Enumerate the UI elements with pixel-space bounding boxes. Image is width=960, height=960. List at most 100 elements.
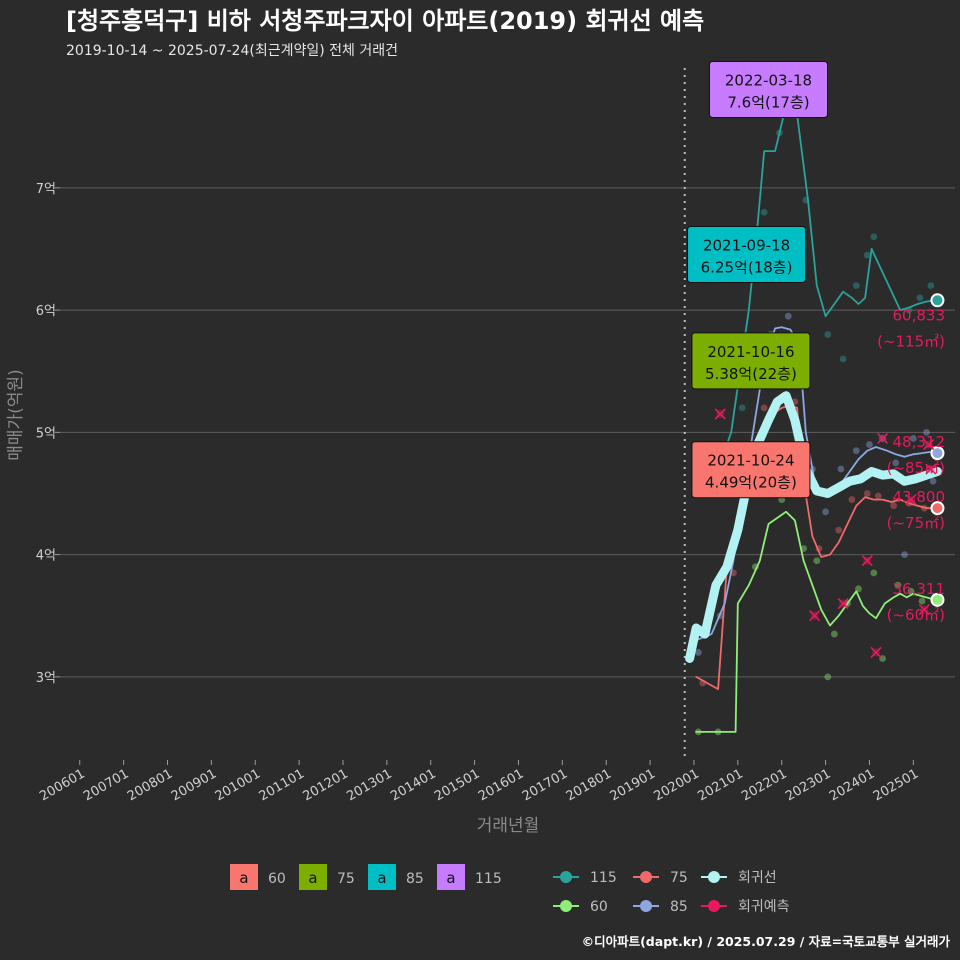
scatter-point-s85 <box>837 465 845 473</box>
callout-price: 4.49억(20층) <box>705 474 797 492</box>
end-label-value: 36,311 <box>893 580 946 598</box>
legend-series-label: 60 <box>590 899 608 915</box>
legend-area-glyph: a <box>377 869 386 887</box>
legend-area-label: 75 <box>337 871 355 887</box>
forecast-cross <box>870 646 882 658</box>
legend-series-label: 115 <box>590 870 617 886</box>
callout-box <box>691 441 811 499</box>
scatter-point-s75 <box>835 526 843 534</box>
scatter-point-s85 <box>866 441 873 448</box>
callout-box <box>708 60 828 118</box>
legend-series-label: 회귀선 <box>738 870 777 886</box>
legend: a 60 a 75 a 85 a 115 115 75 회귀선 60 85 회귀예측 <box>230 864 790 915</box>
legend-area-glyph: a <box>239 869 248 887</box>
legend-area-swatch <box>230 864 258 890</box>
forecast-cross <box>925 463 937 475</box>
forecast-cross <box>861 555 873 567</box>
legend-key-marker <box>640 871 652 883</box>
y-tick-label: 7억 <box>36 182 56 197</box>
end-marker-75 <box>930 501 945 516</box>
end-label-value: 43,800 <box>893 488 946 506</box>
scatter-point-s85 <box>852 447 860 455</box>
legend-series-label: 75 <box>670 870 688 886</box>
legend-area-swatch <box>437 864 465 890</box>
legend-key-marker <box>708 900 720 912</box>
scatter-points <box>694 129 937 736</box>
scatter-point-s85 <box>909 435 917 442</box>
scatter-point-s75 <box>760 404 768 412</box>
scatter-point-s115 <box>839 355 847 363</box>
scatter-point-s115 <box>916 294 924 302</box>
forecast-cross <box>714 408 726 420</box>
x-axis-label: 거래년월 <box>477 816 540 836</box>
legend-area-swatch <box>368 864 396 890</box>
y-tick-label: 3억 <box>36 671 56 686</box>
forecast-cross <box>837 597 849 610</box>
end-marker-85 <box>930 446 945 461</box>
legend-series-label: 85 <box>670 899 688 915</box>
scatter-point-s60 <box>870 569 878 577</box>
forecast-cross <box>877 432 889 445</box>
legend-area-label: 115 <box>475 871 502 887</box>
scatter-point-s85 <box>929 477 937 485</box>
forecast-cross <box>918 604 930 616</box>
scatter-point-s85 <box>923 428 930 436</box>
forecast-cross <box>905 494 917 506</box>
callout-date: 2021-10-24 <box>707 452 794 470</box>
legend-area-label: 85 <box>406 871 424 887</box>
y-tick-label: 5억 <box>36 426 56 441</box>
scatter-point-s60 <box>855 585 862 593</box>
end-marker-60 <box>930 592 945 607</box>
scatter-point-s75 <box>890 502 897 510</box>
legend-key-marker <box>640 900 652 912</box>
scatter-point-s85 <box>901 551 908 559</box>
end-marker-115 <box>930 293 945 308</box>
end-label-value: 48,312 <box>893 433 946 451</box>
scatter-point-s75 <box>863 490 871 497</box>
end-label-area: (~115㎡) <box>877 332 945 350</box>
y-axis-label: 매매가(억원) <box>6 369 26 460</box>
legend-area-glyph: a <box>308 869 317 887</box>
series-line-60 <box>695 510 939 733</box>
forecast-cross <box>923 438 935 451</box>
legend-area-glyph: a <box>446 869 455 887</box>
legend-key-marker <box>708 871 720 883</box>
end-label-value: 60,833 <box>893 306 946 324</box>
callout-price: 5.38억(22층) <box>705 365 797 383</box>
legend-key-marker <box>560 900 572 912</box>
end-label-area: (~85㎡) <box>887 459 945 477</box>
scatter-point-s60 <box>918 597 926 605</box>
chart-title: [청주흥덕구] 비하 서청주파크자이 아파트(2019) 회귀선 예측 <box>66 7 704 35</box>
scatter-point-s85 <box>784 312 792 320</box>
scatter-point-s115 <box>760 208 768 216</box>
scatter-point-s60 <box>824 673 832 681</box>
y-tick-label: 4억 <box>36 549 56 564</box>
scatter-point-s85 <box>892 459 900 467</box>
end-label-area: (~60㎡) <box>887 606 945 624</box>
callout-price: 7.6억(17층) <box>727 93 809 111</box>
legend-series-label: 회귀예측 <box>738 899 790 915</box>
source-caption: ©디아파트(dapt.kr) / 2025.07.29 / 자료=국토교통부 실… <box>582 934 951 949</box>
callout-price: 6.25억(18층) <box>701 259 793 277</box>
scatter-point-s60 <box>894 581 902 589</box>
scatter-point-s60 <box>830 630 838 638</box>
series-line-115 <box>710 113 939 470</box>
end-label-area: (~75㎡) <box>887 514 945 532</box>
callouts: 2022-03-18 7.6억(17층) 2021-09-18 6.25억(18층) 2… <box>687 60 828 499</box>
scatter-point-s115 <box>738 404 746 412</box>
end-labels: 60,833 (~115㎡) 48,312 (~85㎡) 43,800 (~75㎡) 36,… <box>877 306 945 624</box>
scatter-point-s115 <box>870 233 878 241</box>
callout-date: 2021-09-18 <box>703 237 790 255</box>
legend-key-marker <box>560 871 572 883</box>
legend-area-label: 60 <box>268 871 286 887</box>
scatter-point-s115 <box>863 251 871 259</box>
scatter-point-s115 <box>824 331 832 338</box>
scatter-point-s60 <box>813 557 821 565</box>
scatter-point-s85 <box>822 508 829 516</box>
chart-subtitle: 2019-10-14 ~ 2025-07-24(최근계약일) 전체 거래건 <box>66 43 398 59</box>
forecast-cross <box>809 610 821 622</box>
scatter-point-s115 <box>927 282 935 290</box>
y-axis: 3억 4억 5억 6억 7억 <box>36 182 60 686</box>
